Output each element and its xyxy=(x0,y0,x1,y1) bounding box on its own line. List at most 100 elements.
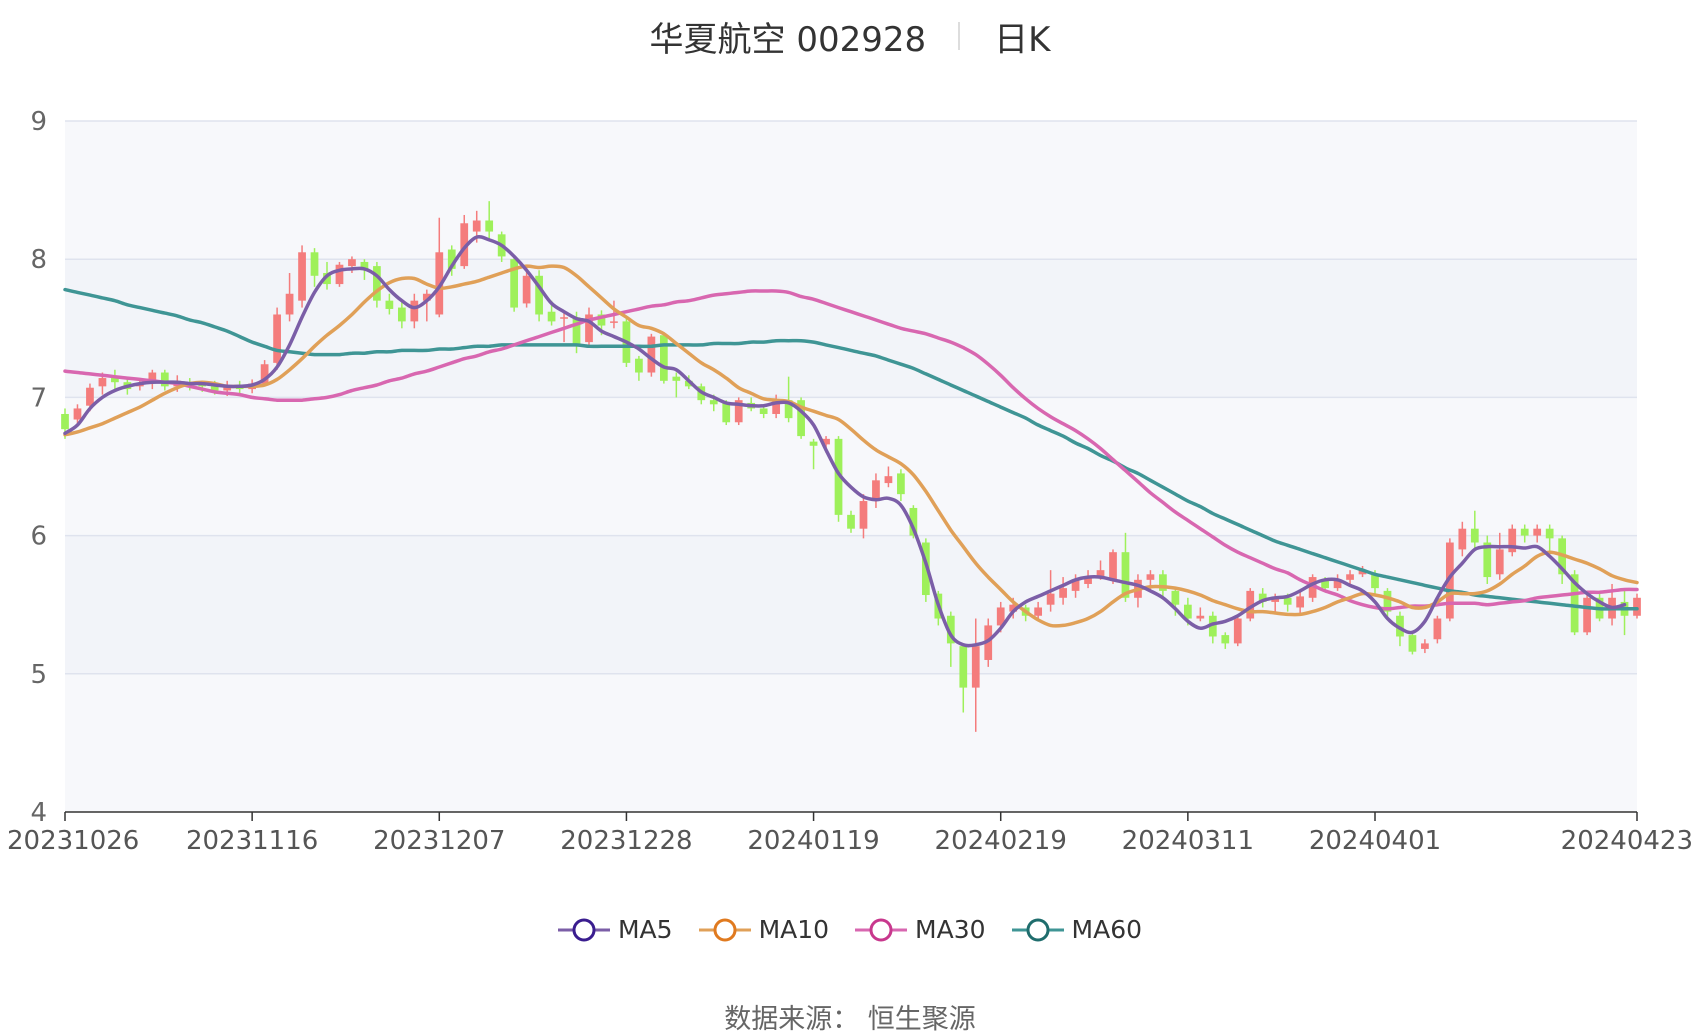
ma5-line xyxy=(63,235,1627,648)
candle-body xyxy=(210,384,219,391)
candle-body xyxy=(1183,604,1192,619)
candle-body xyxy=(1520,528,1529,536)
chart-title: 华夏航空 002928 日K xyxy=(0,10,1700,62)
ma30-legend-icon xyxy=(855,918,908,941)
candle-body xyxy=(373,266,381,301)
candle-body xyxy=(635,358,643,373)
x-tick-label: 20240423 xyxy=(1561,826,1693,856)
candle-body xyxy=(1371,574,1379,589)
candle-body xyxy=(1171,590,1180,605)
candle-body xyxy=(422,293,431,301)
legend-label-ma30: MA30 xyxy=(915,915,986,944)
candle-body xyxy=(1333,579,1342,589)
candle-body xyxy=(822,438,830,445)
candle-body xyxy=(984,625,993,660)
chart-title-name: 华夏航空 002928 xyxy=(649,19,927,60)
candle-body xyxy=(98,378,107,387)
candle-body xyxy=(1283,597,1292,605)
ma10-line xyxy=(63,264,1639,628)
legend-item-ma5[interactable]: MA5 xyxy=(557,915,673,944)
legend-label-ma60: MA60 xyxy=(1071,915,1143,944)
y-tick-label: 7 xyxy=(30,383,47,413)
legend-label-ma5: MA5 xyxy=(617,915,673,944)
candle-body xyxy=(397,307,406,322)
candle-body xyxy=(535,275,543,315)
candle-body xyxy=(897,473,905,495)
candle-body xyxy=(1445,542,1454,619)
candle-body xyxy=(996,607,1005,626)
y-tick-label: 6 xyxy=(30,522,47,552)
candle-body xyxy=(111,376,119,383)
candle-body xyxy=(385,300,394,309)
candle-body xyxy=(485,220,494,232)
background-bands xyxy=(65,121,1637,812)
candle-body xyxy=(1071,579,1080,591)
candle-body xyxy=(572,317,581,345)
candle-body xyxy=(1084,577,1092,584)
ma5-legend-icon xyxy=(557,918,610,941)
y-tick-label: 5 xyxy=(30,660,47,690)
candle-body xyxy=(909,507,918,536)
data-source-label: 数据来源： xyxy=(724,1004,860,1035)
candle-body xyxy=(1396,615,1404,637)
candle-body xyxy=(547,311,556,322)
candle-body xyxy=(1495,549,1504,575)
candle-body xyxy=(472,220,481,232)
candle-body xyxy=(884,476,893,484)
candle-body xyxy=(410,300,419,322)
legend-item-ma10[interactable]: MA10 xyxy=(698,915,829,944)
candle-body xyxy=(647,336,656,373)
legend-item-ma60[interactable]: MA60 xyxy=(1011,915,1143,944)
candle-body xyxy=(1545,528,1554,539)
y-axis-ticks: 4 5 6 7 8 9 xyxy=(30,107,47,828)
data-source: 数据来源： 恒生聚源 xyxy=(0,997,1700,1036)
candle-body xyxy=(298,252,306,301)
candle-body xyxy=(847,514,855,529)
legend-item-ma30[interactable]: MA30 xyxy=(855,915,986,944)
candle-body xyxy=(834,438,843,515)
candle-body xyxy=(223,386,232,391)
candle-body xyxy=(86,387,94,406)
candle-body xyxy=(61,413,69,430)
candle-body xyxy=(1059,588,1067,598)
candle-body xyxy=(872,480,880,502)
x-tick-label: 20240219 xyxy=(935,826,1067,856)
legend: MA5 MA10 MA30 MA60 xyxy=(0,915,1700,944)
candle-body xyxy=(809,441,818,446)
candle-body xyxy=(1009,604,1018,612)
candle-body xyxy=(73,408,82,420)
candle-body xyxy=(734,400,743,423)
candle-body xyxy=(1121,552,1130,598)
candle-body xyxy=(510,259,519,308)
candle-body xyxy=(310,252,319,276)
candle-body xyxy=(709,400,718,405)
candle-body xyxy=(160,372,169,387)
background-band xyxy=(65,121,1637,260)
candle-body xyxy=(323,273,331,285)
candle-body xyxy=(1383,590,1392,612)
candle-body xyxy=(1570,574,1579,633)
candle-body xyxy=(1258,593,1267,602)
candle-body xyxy=(610,321,618,323)
candle-body xyxy=(784,400,793,419)
candle-body xyxy=(447,249,456,269)
candle-body xyxy=(1208,615,1217,637)
candle-body xyxy=(348,259,356,267)
candle-body xyxy=(1233,618,1242,644)
ma30-line xyxy=(63,289,1639,611)
candle-body xyxy=(1633,597,1641,616)
candle-body xyxy=(1271,597,1280,602)
candle-body xyxy=(1483,542,1492,578)
y-tick-label: 8 xyxy=(30,245,47,275)
candle-body xyxy=(772,400,781,414)
ma60-line xyxy=(63,287,1639,611)
x-tick-label: 20231228 xyxy=(560,826,692,856)
candle-body xyxy=(859,501,868,529)
candle-body xyxy=(148,372,157,384)
candle-body xyxy=(1346,574,1354,580)
data-source-value: 恒生聚源 xyxy=(867,1004,976,1035)
candle-body xyxy=(759,408,768,414)
candle-body xyxy=(1358,570,1367,575)
candle-body xyxy=(260,364,269,384)
